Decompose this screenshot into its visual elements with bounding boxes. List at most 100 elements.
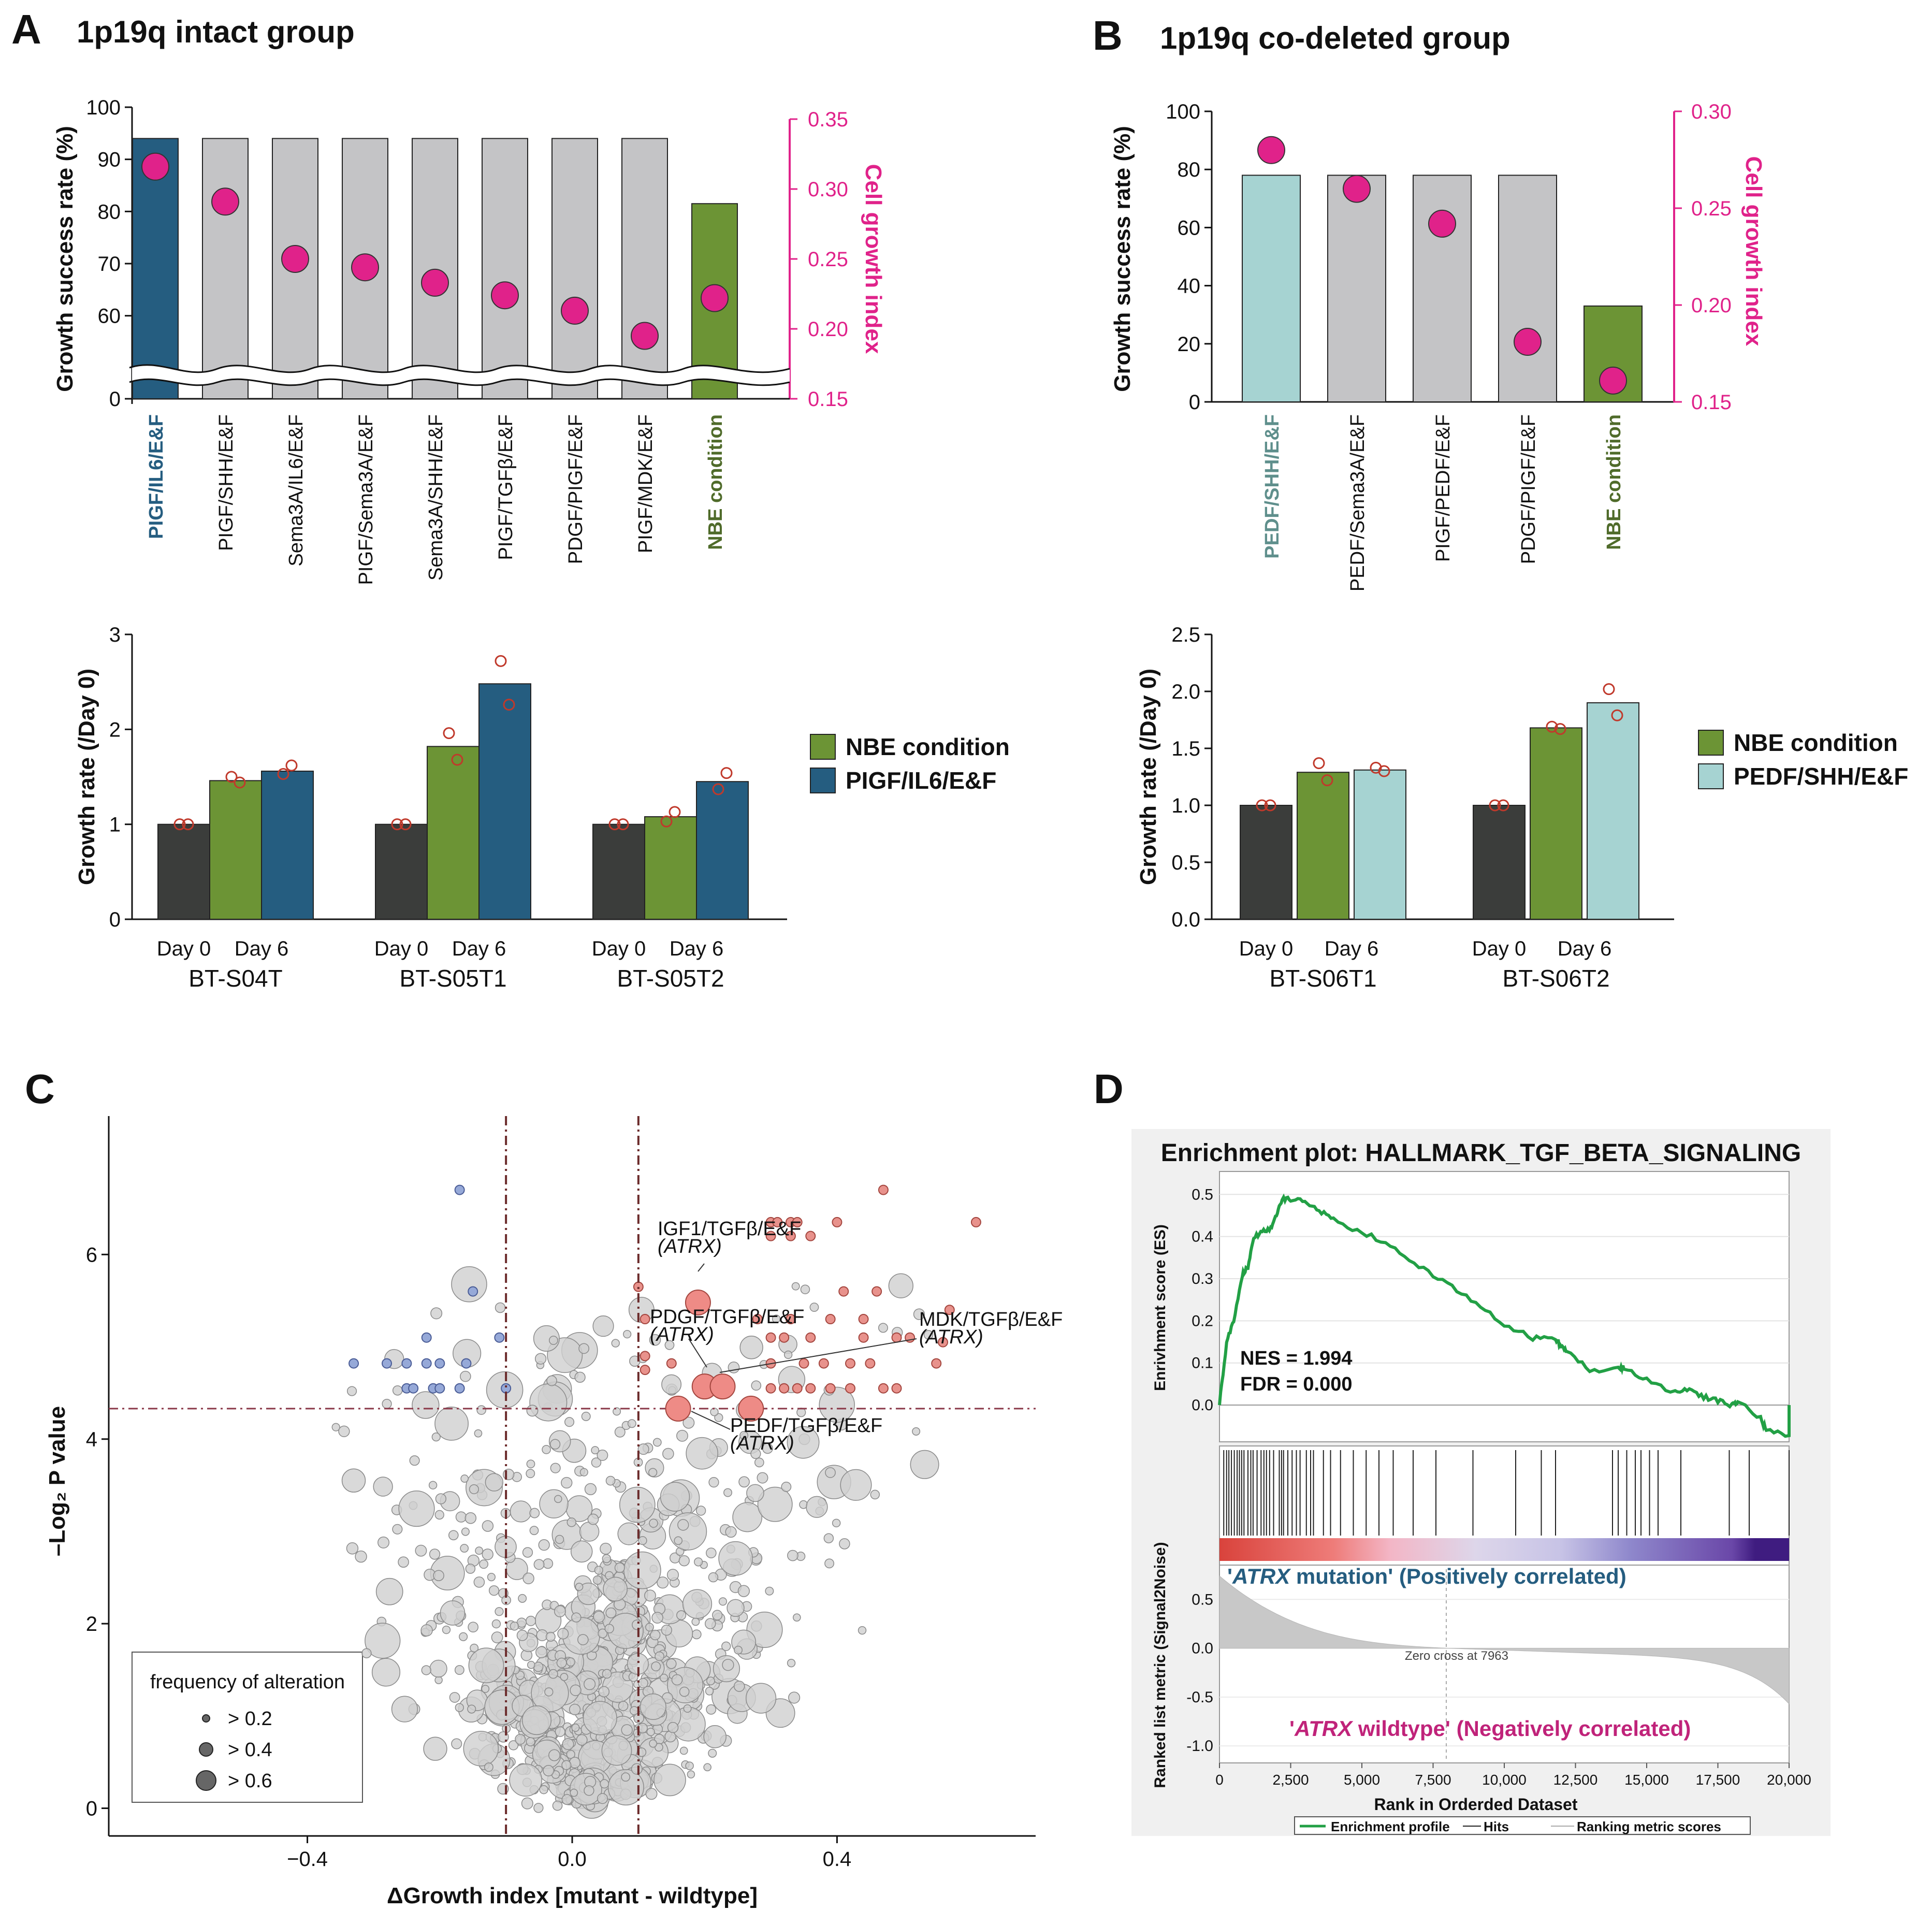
legend-swatch	[810, 768, 836, 793]
depleted-point	[421, 1332, 432, 1343]
grey-point	[355, 1550, 367, 1563]
y2-axis-label: Cell growth index	[861, 164, 886, 354]
grey-point	[502, 1468, 515, 1481]
grey-point	[623, 1551, 661, 1589]
grey-point	[824, 1558, 835, 1569]
grey-point	[526, 1737, 535, 1746]
enriched-point	[825, 1314, 836, 1325]
x-day-label: Day 0	[1472, 937, 1527, 960]
grey-point	[888, 1273, 913, 1298]
x-tick-label: 0	[1215, 1772, 1224, 1788]
grey-point	[495, 1302, 506, 1313]
enriched-point	[871, 1286, 882, 1297]
grey-point	[708, 1748, 717, 1758]
grey-point	[598, 1686, 610, 1698]
grey-point	[451, 1266, 487, 1303]
grey-point	[792, 1613, 801, 1622]
y-tick-label: 6	[86, 1243, 97, 1266]
grey-point	[746, 1611, 783, 1648]
chart-d: Enrichment plot: HALLMARK_TGF_BETA_SIGNA…	[1131, 1129, 1831, 1836]
legend-size-marker	[199, 1742, 213, 1757]
enriched-point	[752, 1314, 763, 1325]
grey-point	[533, 1661, 544, 1672]
growth-index-marker	[1257, 136, 1285, 164]
replicate-point	[660, 815, 673, 828]
depleted-point	[454, 1383, 465, 1394]
grey-point	[546, 1375, 557, 1386]
grey-point	[637, 1677, 648, 1688]
grey-point	[603, 1576, 628, 1602]
grey-point	[591, 1457, 602, 1468]
x-tick-label: 0.0	[558, 1848, 587, 1871]
grey-point	[737, 1585, 750, 1597]
y-tick-label: 3	[109, 624, 121, 646]
grey-point	[648, 1468, 658, 1477]
grey-point	[476, 1405, 486, 1415]
es-tick-label: 0.1	[1192, 1355, 1213, 1372]
replicate-point	[1497, 799, 1509, 812]
grey-point	[661, 1374, 682, 1395]
grey-point	[412, 1391, 440, 1419]
grey-point	[646, 1727, 655, 1737]
group-label: BT-S06T2	[1502, 965, 1609, 992]
grey-point	[923, 1330, 934, 1340]
leader-line	[688, 1338, 707, 1368]
grey-point	[510, 1622, 519, 1631]
grey-point	[745, 1683, 777, 1714]
leader-line	[691, 1411, 731, 1430]
grey-point	[739, 1336, 763, 1359]
growth-index-marker	[421, 268, 449, 297]
bar	[202, 138, 249, 399]
legend-size-label: > 0.6	[228, 1770, 272, 1792]
grey-point	[545, 1631, 556, 1642]
replicate-point	[234, 776, 246, 789]
grey-point	[561, 1794, 573, 1805]
bar	[1530, 727, 1582, 920]
grey-point	[371, 1658, 401, 1687]
grey-point	[455, 1703, 464, 1712]
grey-point	[474, 1429, 483, 1438]
category-label: PIGF/Sema3A/E&F	[355, 414, 377, 585]
grey-point	[566, 1517, 576, 1527]
grey-point	[534, 1353, 547, 1365]
grey-point	[473, 1576, 485, 1588]
grey-point	[526, 1459, 535, 1469]
legend-swatch	[1698, 763, 1724, 789]
y-tick-label: 80	[1178, 158, 1201, 181]
grey-point	[526, 1405, 539, 1417]
bar	[1242, 175, 1301, 402]
grey-point	[695, 1506, 706, 1516]
grey-point	[649, 1739, 658, 1748]
y-axis-label: Growth success rate (%)	[52, 126, 78, 392]
grey-point	[660, 1482, 690, 1512]
growth-index-marker	[1599, 366, 1627, 395]
grey-point	[666, 1569, 679, 1581]
y-tick-label: 2.5	[1171, 624, 1200, 646]
group-label: BT-S06T1	[1269, 965, 1376, 992]
grey-point	[614, 1562, 625, 1573]
es-axis-label: Enrivhment score (ES)	[1152, 1224, 1169, 1391]
grey-point	[429, 1659, 447, 1678]
depleted-point	[434, 1383, 445, 1394]
grey-point	[487, 1573, 496, 1582]
legend-es-label: Enrichment profile	[1331, 1819, 1450, 1834]
grey-point	[677, 1519, 689, 1531]
chart-b-bottom: Growth rate (/Day 0) 0.0 0.5 1.0 1.5 2.0 2.5 D…	[1136, 624, 1908, 992]
x-day-label: Day 0	[374, 937, 429, 960]
break-line-top	[129, 364, 790, 373]
y-tick-label: 100	[1166, 100, 1200, 123]
y-tick-label: 60	[98, 305, 121, 328]
enriched-point	[891, 1383, 902, 1394]
grey-point	[398, 1490, 435, 1527]
highlight-sublabel: (ATRX)	[658, 1236, 722, 1257]
replicate-point	[608, 818, 621, 831]
replicate-point	[1378, 765, 1390, 777]
category-label: PIGF/TGFβ/E&F	[495, 414, 517, 560]
x-day-label: Day 0	[592, 937, 646, 960]
atrx-mutation-text: mutation' (Positively correlated)	[1290, 1564, 1626, 1588]
y-tick-label: 70	[98, 253, 121, 276]
grey-point	[533, 1803, 544, 1813]
replicate-point	[1489, 799, 1501, 812]
y-tick-label: 20	[1178, 333, 1201, 356]
legend-swatch	[1698, 730, 1724, 756]
